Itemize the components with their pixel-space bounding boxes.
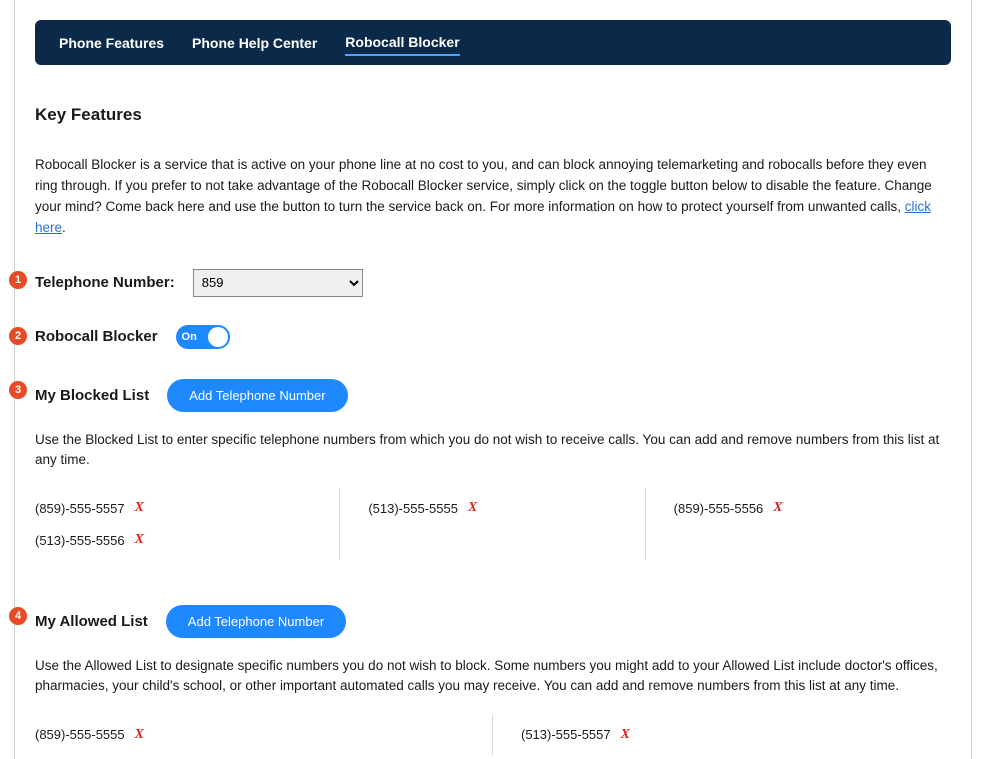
blocked-number: (513)-555-5555 — [368, 501, 458, 516]
add-allowed-number-button[interactable]: Add Telephone Number — [166, 605, 346, 638]
robocall-blocker-label: Robocall Blocker — [35, 328, 158, 345]
toggle-state-label: On — [182, 331, 197, 343]
nav-phone-features[interactable]: Phone Features — [59, 31, 164, 55]
nav-robocall-blocker[interactable]: Robocall Blocker — [345, 30, 459, 56]
nav-bar: Phone Features Phone Help Center Robocal… — [35, 20, 951, 65]
blocked-list-header-row: 3 My Blocked List Add Telephone Number — [35, 379, 951, 412]
blocked-number: (859)-555-5557 — [35, 501, 125, 516]
blocked-col-3: (859)-555-5556 X — [646, 488, 951, 560]
page-container: Phone Features Phone Help Center Robocal… — [14, 0, 972, 759]
allowed-number-entry: (859)-555-5555 X — [35, 727, 478, 743]
allowed-number: (859)-555-5555 — [35, 727, 125, 742]
nav-phone-help-center[interactable]: Phone Help Center — [192, 31, 317, 55]
toggle-knob — [208, 327, 228, 347]
step-badge-2: 2 — [9, 327, 27, 345]
allowed-col-2: (513)-555-5557 X — [493, 715, 951, 755]
telephone-number-select[interactable]: 859 — [193, 269, 363, 297]
allowed-list-grid: (859)-555-5555 X (513)-555-5557 X — [35, 715, 951, 755]
blocked-list-title: My Blocked List — [35, 387, 149, 404]
delete-icon[interactable]: X — [621, 727, 630, 743]
blocked-number-entry: (859)-555-5556 X — [674, 500, 937, 516]
robocall-blocker-row: 2 Robocall Blocker On — [35, 325, 951, 349]
key-features-title: Key Features — [35, 105, 951, 125]
content-area: Key Features Robocall Blocker is a servi… — [15, 65, 971, 755]
blocked-number: (859)-555-5556 — [674, 501, 764, 516]
delete-icon[interactable]: X — [135, 727, 144, 743]
step-badge-3: 3 — [9, 381, 27, 399]
allowed-col-1: (859)-555-5555 X — [35, 715, 493, 755]
blocked-list-grid: (859)-555-5557 X (513)-555-5556 X (513)-… — [35, 488, 951, 560]
description-text-1: Robocall Blocker is a service that is ac… — [35, 157, 932, 214]
blocked-number-entry: (513)-555-5556 X — [35, 532, 325, 548]
add-blocked-number-button[interactable]: Add Telephone Number — [167, 379, 347, 412]
robocall-blocker-toggle[interactable]: On — [176, 325, 230, 349]
allowed-number-entry: (513)-555-5557 X — [521, 727, 937, 743]
description-text-2: . — [62, 220, 66, 235]
step-badge-4: 4 — [9, 607, 27, 625]
delete-icon[interactable]: X — [773, 500, 782, 516]
blocked-col-2: (513)-555-5555 X — [340, 488, 645, 560]
telephone-number-label: Telephone Number: — [35, 274, 175, 291]
delete-icon[interactable]: X — [135, 500, 144, 516]
key-features-description: Robocall Blocker is a service that is ac… — [35, 155, 951, 239]
telephone-number-row: 1 Telephone Number: 859 — [35, 269, 951, 297]
blocked-col-1: (859)-555-5557 X (513)-555-5556 X — [35, 488, 340, 560]
allowed-list-description: Use the Allowed List to designate specif… — [35, 656, 951, 697]
step-badge-1: 1 — [9, 271, 27, 289]
blocked-list-description: Use the Blocked List to enter specific t… — [35, 430, 951, 471]
blocked-number: (513)-555-5556 — [35, 533, 125, 548]
allowed-list-header-row: 4 My Allowed List Add Telephone Number — [35, 605, 951, 638]
blocked-number-entry: (859)-555-5557 X — [35, 500, 325, 516]
delete-icon[interactable]: X — [468, 500, 477, 516]
blocked-number-entry: (513)-555-5555 X — [368, 500, 630, 516]
delete-icon[interactable]: X — [135, 532, 144, 548]
allowed-list-title: My Allowed List — [35, 613, 148, 630]
allowed-number: (513)-555-5557 — [521, 727, 611, 742]
